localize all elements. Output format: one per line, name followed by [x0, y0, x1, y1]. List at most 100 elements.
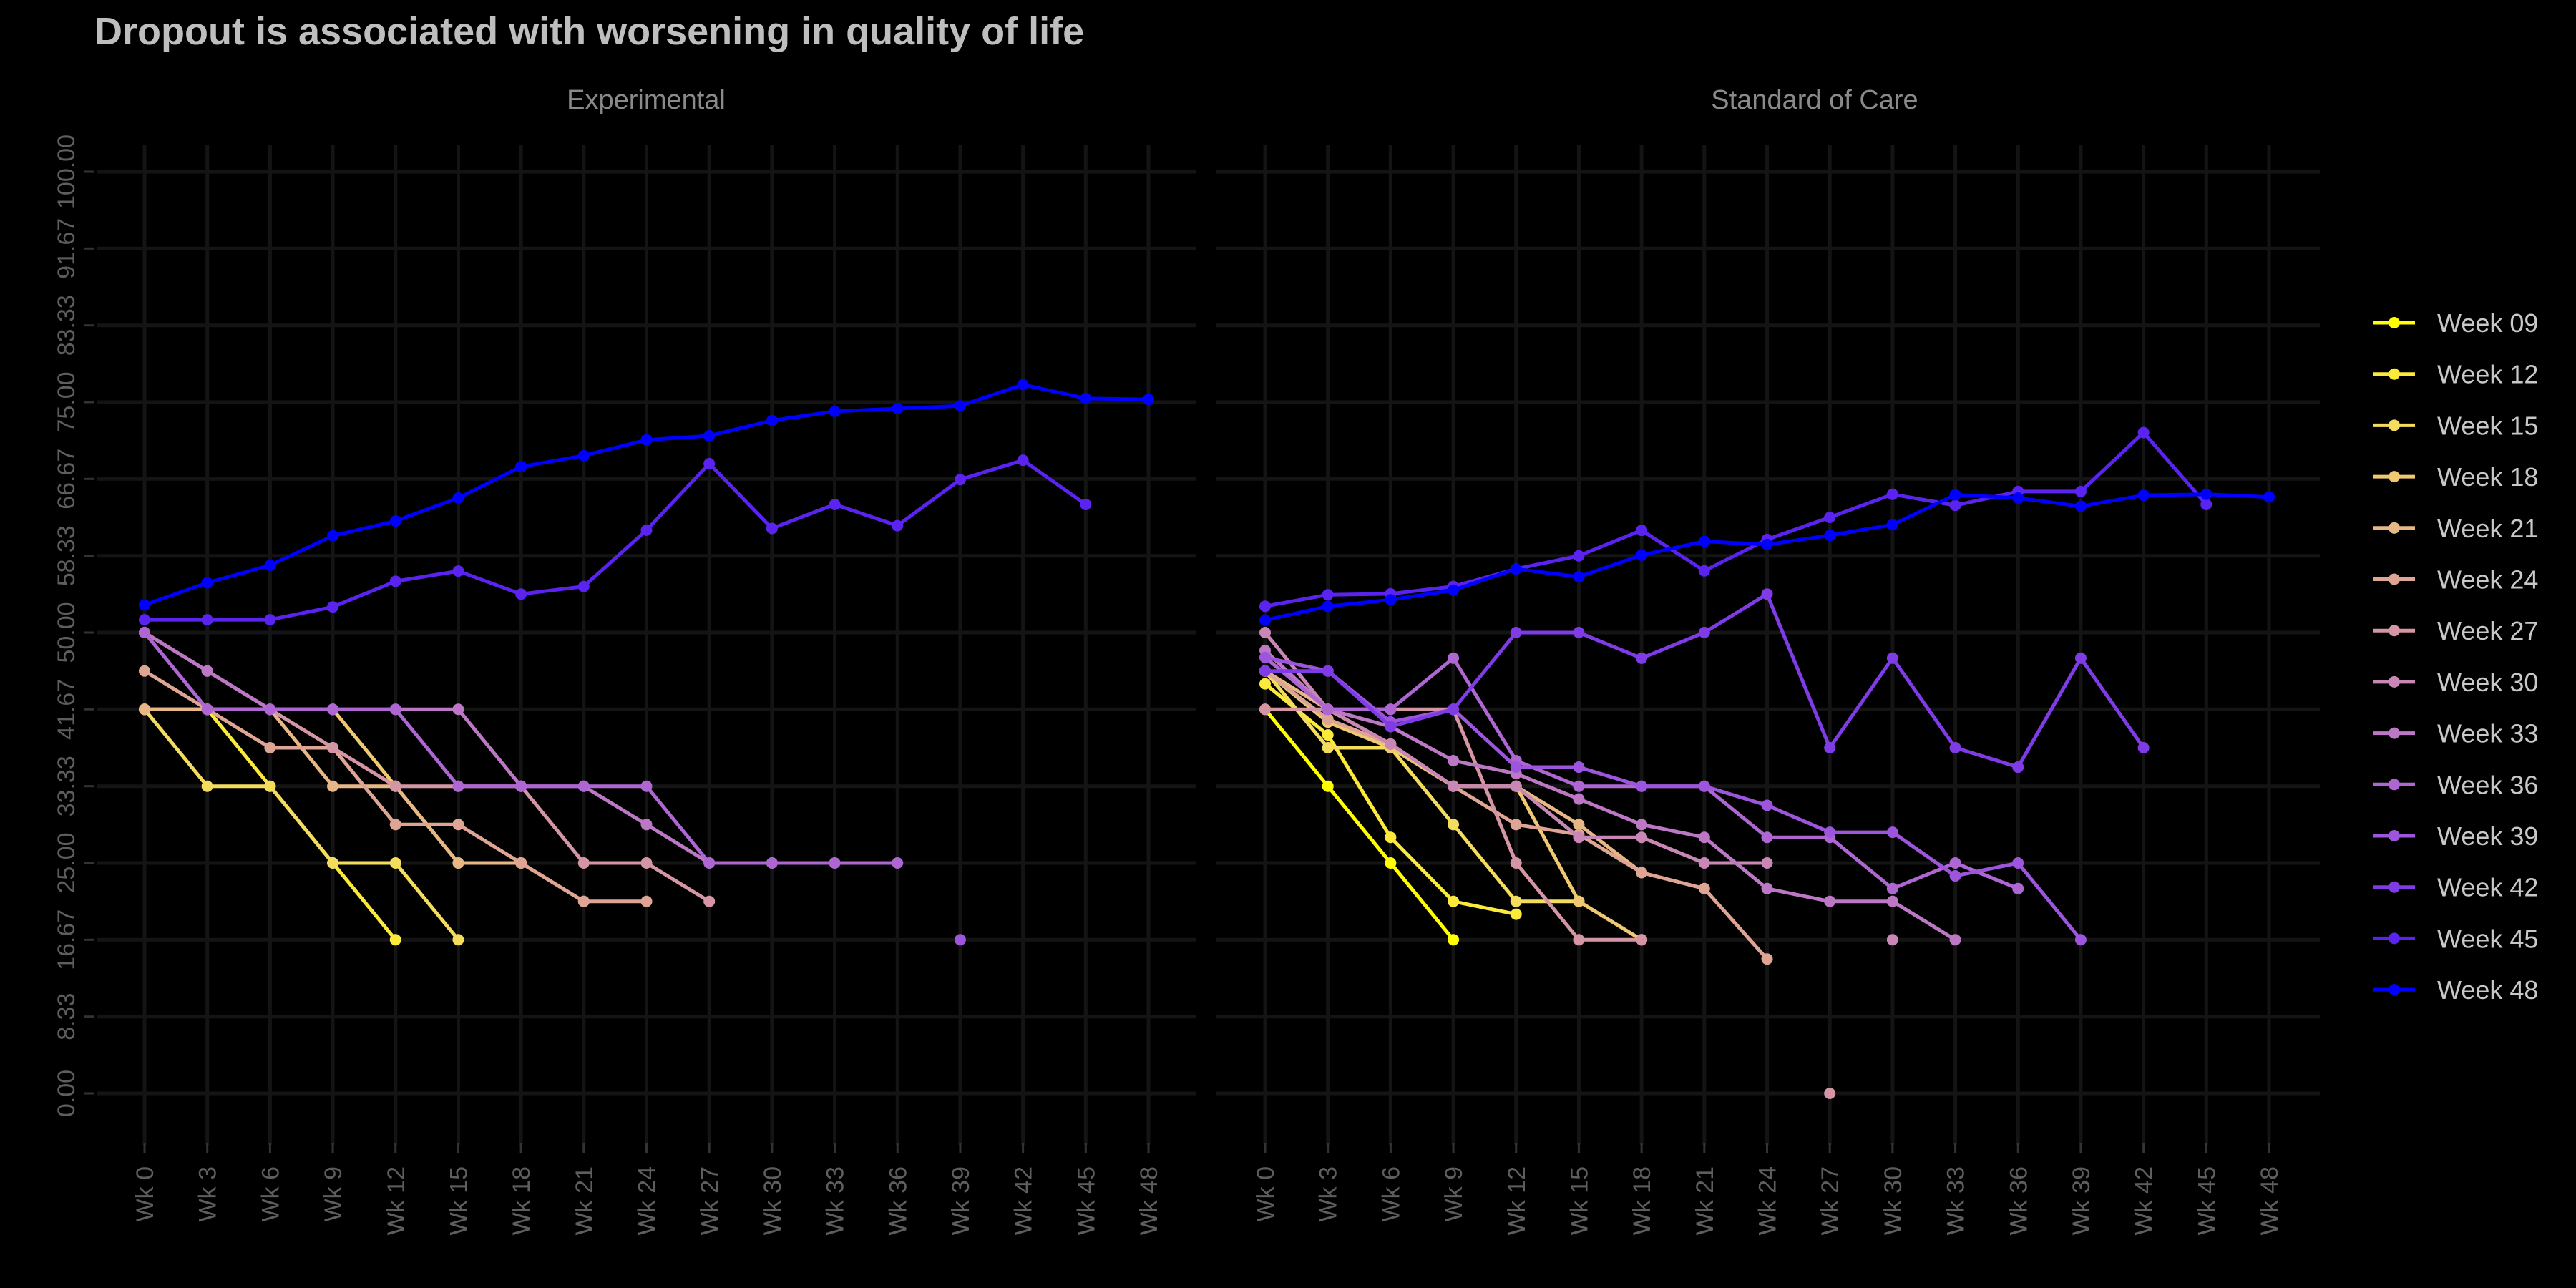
data-point [1886, 895, 1898, 907]
legend-key-point [2389, 779, 2400, 791]
data-point [389, 515, 401, 527]
legend-label: Week 33 [2437, 719, 2538, 748]
data-point [1761, 882, 1773, 894]
data-point [389, 575, 401, 587]
data-point [2074, 934, 2087, 946]
data-point [1385, 721, 1397, 733]
data-point [201, 614, 213, 626]
series-line [1264, 655, 2082, 941]
y-tick-label: 33.33 [53, 756, 80, 816]
data-point [139, 599, 150, 611]
data-point [1573, 550, 1585, 562]
series-line [1264, 431, 2208, 608]
data-point [1385, 831, 1397, 844]
data-point [452, 857, 464, 869]
data-point [327, 601, 339, 613]
data-point [577, 780, 590, 792]
data-point [1824, 1088, 1836, 1099]
data-point [389, 780, 401, 792]
data-point [1761, 953, 1773, 965]
legend-label: Week 24 [2437, 565, 2538, 595]
series-week-48 [139, 379, 1154, 611]
data-point [1385, 857, 1397, 869]
data-point [1698, 780, 1710, 792]
data-point [1698, 565, 1710, 577]
data-point [954, 934, 966, 946]
data-point [1448, 755, 1460, 767]
data-point [1322, 665, 1334, 677]
series-line [145, 458, 1087, 622]
data-point [577, 580, 590, 592]
data-point [577, 857, 590, 869]
data-point [1259, 651, 1271, 663]
data-point [452, 934, 464, 946]
legend-key-point [2389, 573, 2400, 585]
x-tick-label: Wk 12 [383, 1166, 410, 1235]
data-point [640, 819, 653, 831]
data-point [1761, 538, 1773, 550]
series-week-39 [1259, 651, 2087, 946]
data-point [640, 434, 653, 446]
x-tick-label: Wk 12 [1503, 1166, 1531, 1235]
data-point [1448, 652, 1460, 664]
chart-title: Dropout is associated with worsening in … [94, 10, 1084, 53]
x-tick-label: Wk 42 [2131, 1166, 2158, 1235]
series-layer [139, 379, 2275, 1099]
legend-key-point [2389, 881, 2400, 893]
data-point [2012, 492, 2024, 504]
data-point [1510, 780, 1522, 792]
data-point [1322, 780, 1334, 792]
data-point [1259, 678, 1271, 690]
legend-key-point [2389, 984, 2400, 996]
x-tick-label: Wk 27 [696, 1166, 723, 1235]
data-point [452, 492, 464, 504]
x-tick-label: Wk 33 [822, 1166, 849, 1235]
legend-item: Week 39 [2373, 821, 2538, 851]
x-axis: Wk 0 Wk 3 Wk 6 Wk 9 Wk 12 Wk 15 Wk 18 Wk 21 Wk 2… [132, 1143, 2283, 1235]
legend-label: Week 12 [2437, 360, 2538, 389]
data-point [640, 895, 653, 907]
data-point [1080, 498, 1092, 510]
y-axis: 0.00 8.33 16.67 25.00 33.33 41.67 50.00 58.33 66… [53, 135, 94, 1117]
x-tick-label: Wk 30 [759, 1166, 786, 1235]
data-point [1259, 703, 1271, 716]
data-point [139, 627, 150, 638]
legend-key-point [2389, 830, 2400, 841]
data-point [1322, 703, 1334, 716]
legend-item: Week 12 [2373, 360, 2538, 389]
legend-label: Week 36 [2437, 770, 2538, 799]
data-point [1573, 571, 1585, 583]
data-point [766, 414, 778, 426]
y-tick-label: 83.33 [53, 295, 80, 356]
legend-label: Week 21 [2437, 514, 2538, 543]
data-point [452, 819, 464, 831]
y-tick-label: 100.00 [53, 135, 80, 209]
x-tick-label: Wk 48 [2256, 1166, 2283, 1235]
x-tick-label: Wk 24 [1755, 1166, 1782, 1235]
data-point [1949, 499, 1961, 512]
legend-label: Week 18 [2437, 462, 2538, 492]
data-point [1573, 831, 1585, 844]
x-tick-label: Wk 9 [320, 1166, 347, 1221]
y-tick-label: 66.67 [53, 449, 80, 509]
legend-key-point [2389, 625, 2400, 637]
data-point [1322, 600, 1334, 613]
data-point [1636, 525, 1648, 537]
data-point [1017, 454, 1029, 467]
data-point [1824, 742, 1836, 753]
data-point [1698, 857, 1710, 869]
data-point [1017, 379, 1029, 391]
series-week-48 [1259, 488, 2275, 626]
data-point [139, 703, 150, 716]
data-point [1385, 703, 1397, 716]
data-point [139, 614, 150, 626]
x-tick-label: Wk 45 [1073, 1166, 1100, 1235]
data-point [1949, 870, 1961, 882]
x-tick-label: Wk 36 [884, 1166, 912, 1235]
legend-item: Week 09 [2373, 308, 2538, 338]
data-point [1636, 934, 1648, 946]
x-tick-label: Wk 6 [1377, 1166, 1405, 1221]
x-tick-label: Wk 0 [132, 1166, 159, 1221]
x-tick-label: Wk 33 [1943, 1166, 1970, 1235]
